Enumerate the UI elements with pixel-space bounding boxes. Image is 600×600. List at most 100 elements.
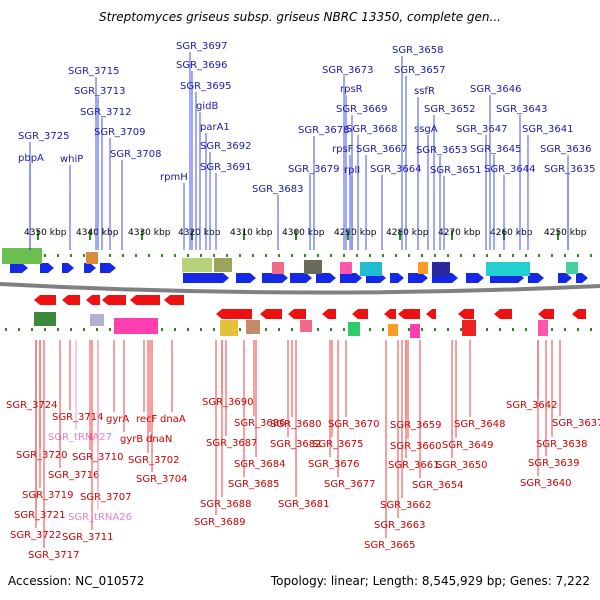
top-gene-label[interactable]: SGR_3673	[322, 65, 374, 76]
bottom-gene-label[interactable]: SGR_3707	[80, 492, 132, 503]
forward-gene-arrow[interactable]	[576, 273, 588, 283]
top-gene-label[interactable]: SGR_3664	[370, 164, 422, 175]
reverse-gene-arrow[interactable]	[398, 309, 420, 319]
bottom-gene-label[interactable]: SGR_3714	[52, 412, 104, 423]
top-gene-label[interactable]: rpsF	[332, 144, 354, 155]
top-gene-label[interactable]: SGR_3651	[430, 165, 482, 176]
feature-box[interactable]	[90, 314, 104, 326]
forward-gene-arrow[interactable]	[236, 273, 256, 283]
top-gene-label[interactable]: SGR_3697	[176, 41, 228, 52]
bottom-gene-label[interactable]: SGR_3638	[536, 439, 588, 450]
feature-box[interactable]	[220, 320, 238, 336]
reverse-gene-arrow[interactable]	[288, 309, 306, 319]
forward-gene-arrow[interactable]	[316, 273, 336, 283]
forward-gene-arrow[interactable]	[100, 263, 116, 273]
bottom-gene-label[interactable]: SGR_3640	[520, 478, 572, 489]
reverse-gene-arrow[interactable]	[494, 309, 512, 319]
bottom-gene-label[interactable]: SGR_3717	[28, 550, 80, 561]
forward-gene-arrow[interactable]	[40, 263, 54, 273]
forward-gene-arrow[interactable]	[558, 273, 572, 283]
bottom-gene-label[interactable]: SGR_3648	[454, 419, 506, 430]
forward-gene-arrow[interactable]	[290, 273, 312, 283]
top-gene-label[interactable]: SGR_3708	[110, 149, 162, 160]
top-gene-label[interactable]: whiP	[60, 154, 83, 165]
bottom-gene-label[interactable]: SGR_3649	[442, 440, 494, 451]
feature-box[interactable]	[388, 324, 398, 336]
reverse-gene-arrow[interactable]	[130, 295, 160, 305]
bottom-gene-label[interactable]: SGR_3642	[506, 400, 558, 411]
top-gene-label[interactable]: SGR_3652	[424, 104, 476, 115]
top-gene-label[interactable]: SGR_3715	[68, 66, 120, 77]
bottom-gene-label[interactable]: SGR_3684	[234, 459, 286, 470]
reverse-gene-arrow[interactable]	[102, 295, 126, 305]
top-gene-label[interactable]: SGR_3709	[94, 127, 146, 138]
bottom-gene-label[interactable]: SGR_3663	[374, 520, 426, 531]
bottom-gene-label[interactable]: SGR_3690	[202, 397, 254, 408]
top-gene-label[interactable]: pbpA	[18, 153, 44, 164]
rna-gene-label[interactable]: SGR_tRNA27	[48, 432, 112, 443]
reverse-gene-arrow[interactable]	[62, 295, 80, 305]
bottom-gene-label[interactable]: SGR_3637	[552, 418, 600, 429]
top-gene-label[interactable]: SGR_3695	[180, 81, 232, 92]
bottom-gene-label[interactable]: SGR_3677	[324, 479, 376, 490]
feature-box[interactable]	[348, 322, 360, 336]
top-gene-label[interactable]: SGR_3635	[544, 164, 596, 175]
top-gene-label[interactable]: SGR_3646	[470, 84, 522, 95]
bottom-gene-label[interactable]: SGR_3676	[308, 459, 360, 470]
bottom-gene-label[interactable]: recF	[136, 414, 158, 425]
reverse-gene-arrow[interactable]	[426, 309, 436, 319]
top-gene-label[interactable]: SGR_3643	[496, 104, 548, 115]
bottom-gene-label[interactable]: SGR_3720	[16, 450, 68, 461]
bottom-gene-label[interactable]: SGR_3711	[62, 532, 114, 543]
top-gene-label[interactable]: ssgA	[414, 124, 438, 135]
bottom-gene-label[interactable]: SGR_3716	[48, 470, 100, 481]
feature-box[interactable]	[86, 252, 98, 264]
top-gene-label[interactable]: SGR_3725	[18, 131, 70, 142]
bottom-gene-label[interactable]: SGR_3654	[412, 480, 464, 491]
bottom-gene-label[interactable]: SGR_3721	[14, 510, 66, 521]
top-gene-label[interactable]: SGR_3658	[392, 45, 444, 56]
bottom-gene-label[interactable]: SGR_3702	[128, 455, 180, 466]
bottom-gene-label[interactable]: gyrA	[106, 414, 129, 425]
forward-gene-arrow[interactable]	[62, 263, 74, 273]
feature-box[interactable]	[410, 324, 420, 338]
forward-gene-arrow[interactable]	[84, 263, 96, 273]
bottom-gene-label[interactable]: SGR_3686	[234, 418, 286, 429]
feature-box[interactable]	[418, 262, 428, 274]
reverse-gene-arrow[interactable]	[352, 309, 368, 319]
top-gene-label[interactable]: rplI	[344, 165, 360, 176]
forward-gene-arrow[interactable]	[340, 273, 362, 283]
feature-box[interactable]	[182, 258, 212, 272]
bottom-gene-label[interactable]: gyrB	[120, 434, 143, 445]
bottom-gene-label[interactable]: SGR_3650	[436, 460, 488, 471]
forward-gene-arrow[interactable]	[262, 273, 288, 283]
feature-box[interactable]	[114, 318, 158, 334]
top-gene-label[interactable]: SGR_3641	[522, 124, 574, 135]
bottom-gene-label[interactable]: dnaN	[146, 434, 172, 445]
rna-gene-label[interactable]: SGR_tRNA26	[68, 512, 132, 523]
bottom-gene-label[interactable]: SGR_3670	[328, 419, 380, 430]
feature-box[interactable]	[272, 262, 284, 274]
top-gene-label[interactable]: ssfR	[414, 86, 435, 97]
top-gene-label[interactable]: SGR_3647	[456, 124, 508, 135]
bottom-gene-label[interactable]: SGR_3660	[390, 441, 442, 452]
bottom-gene-label[interactable]: SGR_3661	[388, 460, 440, 471]
forward-gene-arrow[interactable]	[183, 273, 229, 283]
feature-box[interactable]	[360, 262, 382, 276]
top-gene-label[interactable]: SGR_3644	[484, 164, 536, 175]
top-gene-label[interactable]: SGR_3668	[346, 124, 398, 135]
top-gene-label[interactable]: SGR_3683	[252, 184, 304, 195]
feature-box[interactable]	[462, 320, 476, 336]
reverse-gene-arrow[interactable]	[538, 309, 554, 319]
feature-box[interactable]	[34, 312, 56, 326]
top-gene-label[interactable]: SGR_3667	[356, 144, 408, 155]
forward-gene-arrow[interactable]	[528, 273, 544, 283]
forward-gene-arrow[interactable]	[390, 273, 404, 283]
feature-box[interactable]	[538, 320, 548, 336]
feature-box[interactable]	[340, 262, 352, 274]
bottom-gene-label[interactable]: SGR_3659	[390, 420, 442, 431]
bottom-gene-label[interactable]: SGR_3681	[278, 499, 330, 510]
top-gene-label[interactable]: SGR_3691	[200, 162, 252, 173]
bottom-gene-label[interactable]: SGR_3719	[22, 490, 74, 501]
